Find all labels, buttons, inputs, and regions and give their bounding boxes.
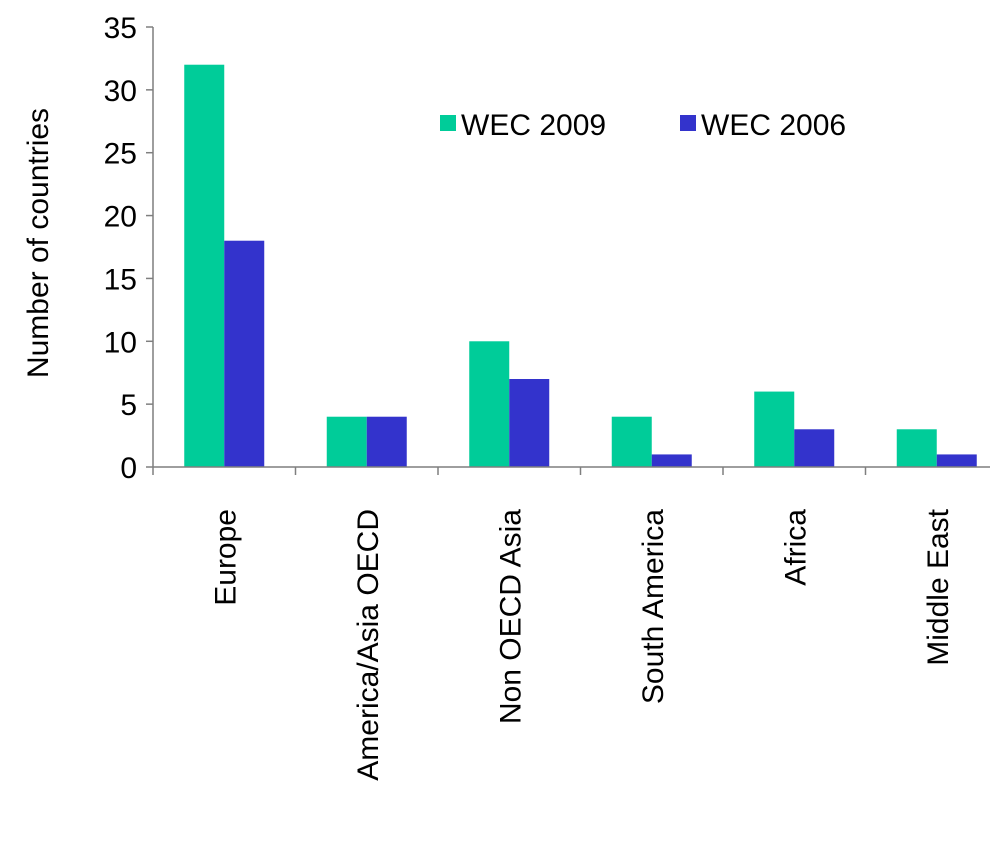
x-tick-label: Europe bbox=[209, 509, 242, 606]
y-tick-label: 25 bbox=[104, 138, 137, 171]
bar-wec-2009 bbox=[754, 391, 795, 467]
x-tick-label: Middle East bbox=[922, 508, 955, 665]
bar-wec-2009 bbox=[896, 429, 937, 467]
y-tick-label: 20 bbox=[104, 201, 137, 234]
y-tick-label: 5 bbox=[120, 389, 137, 422]
y-axis-ticks: 0 5 10 15 20 25 30 35 bbox=[104, 12, 153, 485]
x-tick-label: Africa bbox=[779, 509, 812, 586]
bar-wec-2009 bbox=[469, 341, 510, 467]
bar-wec-2006 bbox=[936, 454, 977, 467]
legend: WEC 2009 WEC 2006 bbox=[440, 109, 846, 142]
bar-wec-2006 bbox=[794, 429, 835, 467]
bar-wec-2006 bbox=[224, 240, 265, 467]
bar-wec-2009 bbox=[184, 64, 225, 467]
bar-wec-2009 bbox=[611, 416, 652, 467]
bars bbox=[184, 64, 977, 467]
bar-wec-2009 bbox=[326, 416, 367, 467]
legend-label: WEC 2009 bbox=[461, 109, 606, 142]
bar-wec-2006 bbox=[651, 454, 692, 467]
x-axis-labels: Europe America/Asia OECD Non OECD Asia Sout… bbox=[209, 508, 955, 780]
x-tick-label: America/Asia OECD bbox=[352, 509, 385, 781]
y-tick-label: 10 bbox=[104, 326, 137, 359]
y-tick-label: 30 bbox=[104, 75, 137, 108]
x-tick-label: Non OECD Asia bbox=[494, 509, 527, 724]
y-axis-title: Number of countries bbox=[22, 108, 55, 378]
y-tick-label: 0 bbox=[120, 452, 137, 485]
y-tick-label: 35 bbox=[104, 12, 137, 45]
legend-swatch bbox=[680, 115, 696, 131]
legend-label: WEC 2006 bbox=[701, 109, 846, 142]
y-tick-label: 15 bbox=[104, 263, 137, 296]
bar-wec-2006 bbox=[366, 416, 407, 467]
x-axis-ticks bbox=[152, 467, 867, 475]
legend-swatch bbox=[440, 115, 456, 131]
bar-wec-2006 bbox=[509, 379, 550, 467]
x-tick-label: South America bbox=[637, 509, 670, 704]
